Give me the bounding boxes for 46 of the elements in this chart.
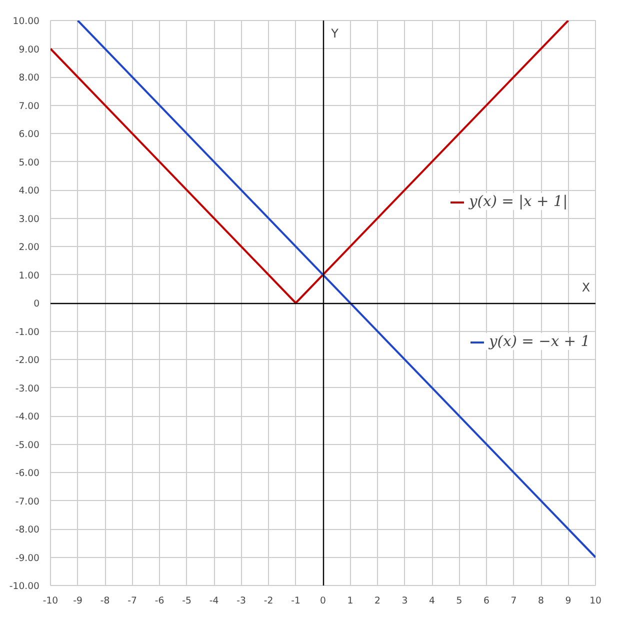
y-tick-label: 5.00: [18, 157, 40, 168]
y-tick-label: -7.00: [15, 496, 40, 508]
x-tick-label: 5: [456, 596, 462, 606]
y-tick-label: 0: [34, 298, 40, 310]
x-tick-label: -10: [42, 596, 58, 606]
y-tick-label: -8.00: [15, 524, 40, 536]
x-tick-label: -8: [100, 596, 110, 606]
x-tick-label: -9: [73, 596, 82, 606]
x-tick-label: 4: [429, 596, 436, 606]
y-tick-label: 7.00: [18, 100, 40, 112]
x-tick-label: 7: [510, 596, 517, 606]
y-tick-label: 3.00: [18, 214, 40, 225]
y-tick-label: 2.00: [18, 242, 40, 253]
x-tick-label: 10: [590, 596, 602, 606]
x-tick-label: -3: [236, 596, 246, 606]
x-tick-label: -1: [291, 596, 300, 606]
x-tick-label: -2: [264, 596, 274, 606]
legend-label: y(x) = |x + 1|: [469, 193, 568, 210]
y-tick-label: 8.00: [18, 72, 40, 84]
y-tick-label: -9.00: [15, 552, 40, 564]
x-tick-label: 1: [347, 596, 354, 606]
y-tick-label: 10.00: [12, 16, 40, 27]
legend-label: y(x) = −x + 1: [489, 333, 590, 350]
y-tick-label: -6.00: [15, 468, 40, 479]
y-tick-label: 9.00: [18, 44, 40, 56]
y-tick-label: 1.00: [18, 270, 40, 282]
y-tick-label: -1.00: [15, 326, 40, 338]
x-tick-label: -6: [154, 596, 164, 606]
x-tick-label: -5: [182, 596, 192, 606]
x-tick-label: 0: [320, 596, 326, 606]
x-tick-label: 8: [538, 596, 544, 606]
x-tick-label: 6: [484, 596, 490, 606]
y-tick-label: -3.00: [15, 383, 40, 394]
y-axis-title: Y: [330, 26, 340, 40]
y-tick-label: -2.00: [15, 355, 40, 366]
y-tick-label: -10.00: [9, 581, 40, 592]
x-tick-label: 2: [374, 596, 380, 606]
y-tick-label: -5.00: [15, 440, 40, 451]
x-tick-label: -7: [128, 596, 137, 606]
x-tick-label: 9: [565, 596, 572, 606]
y-tick-label: 6.00: [18, 129, 40, 140]
x-tick-label: 3: [402, 596, 408, 606]
y-tick-label: -4.00: [15, 412, 40, 422]
y-tick-label: 4.00: [18, 186, 40, 196]
x-axis-title: X: [582, 280, 590, 295]
x-tick-label: -4: [209, 596, 219, 606]
